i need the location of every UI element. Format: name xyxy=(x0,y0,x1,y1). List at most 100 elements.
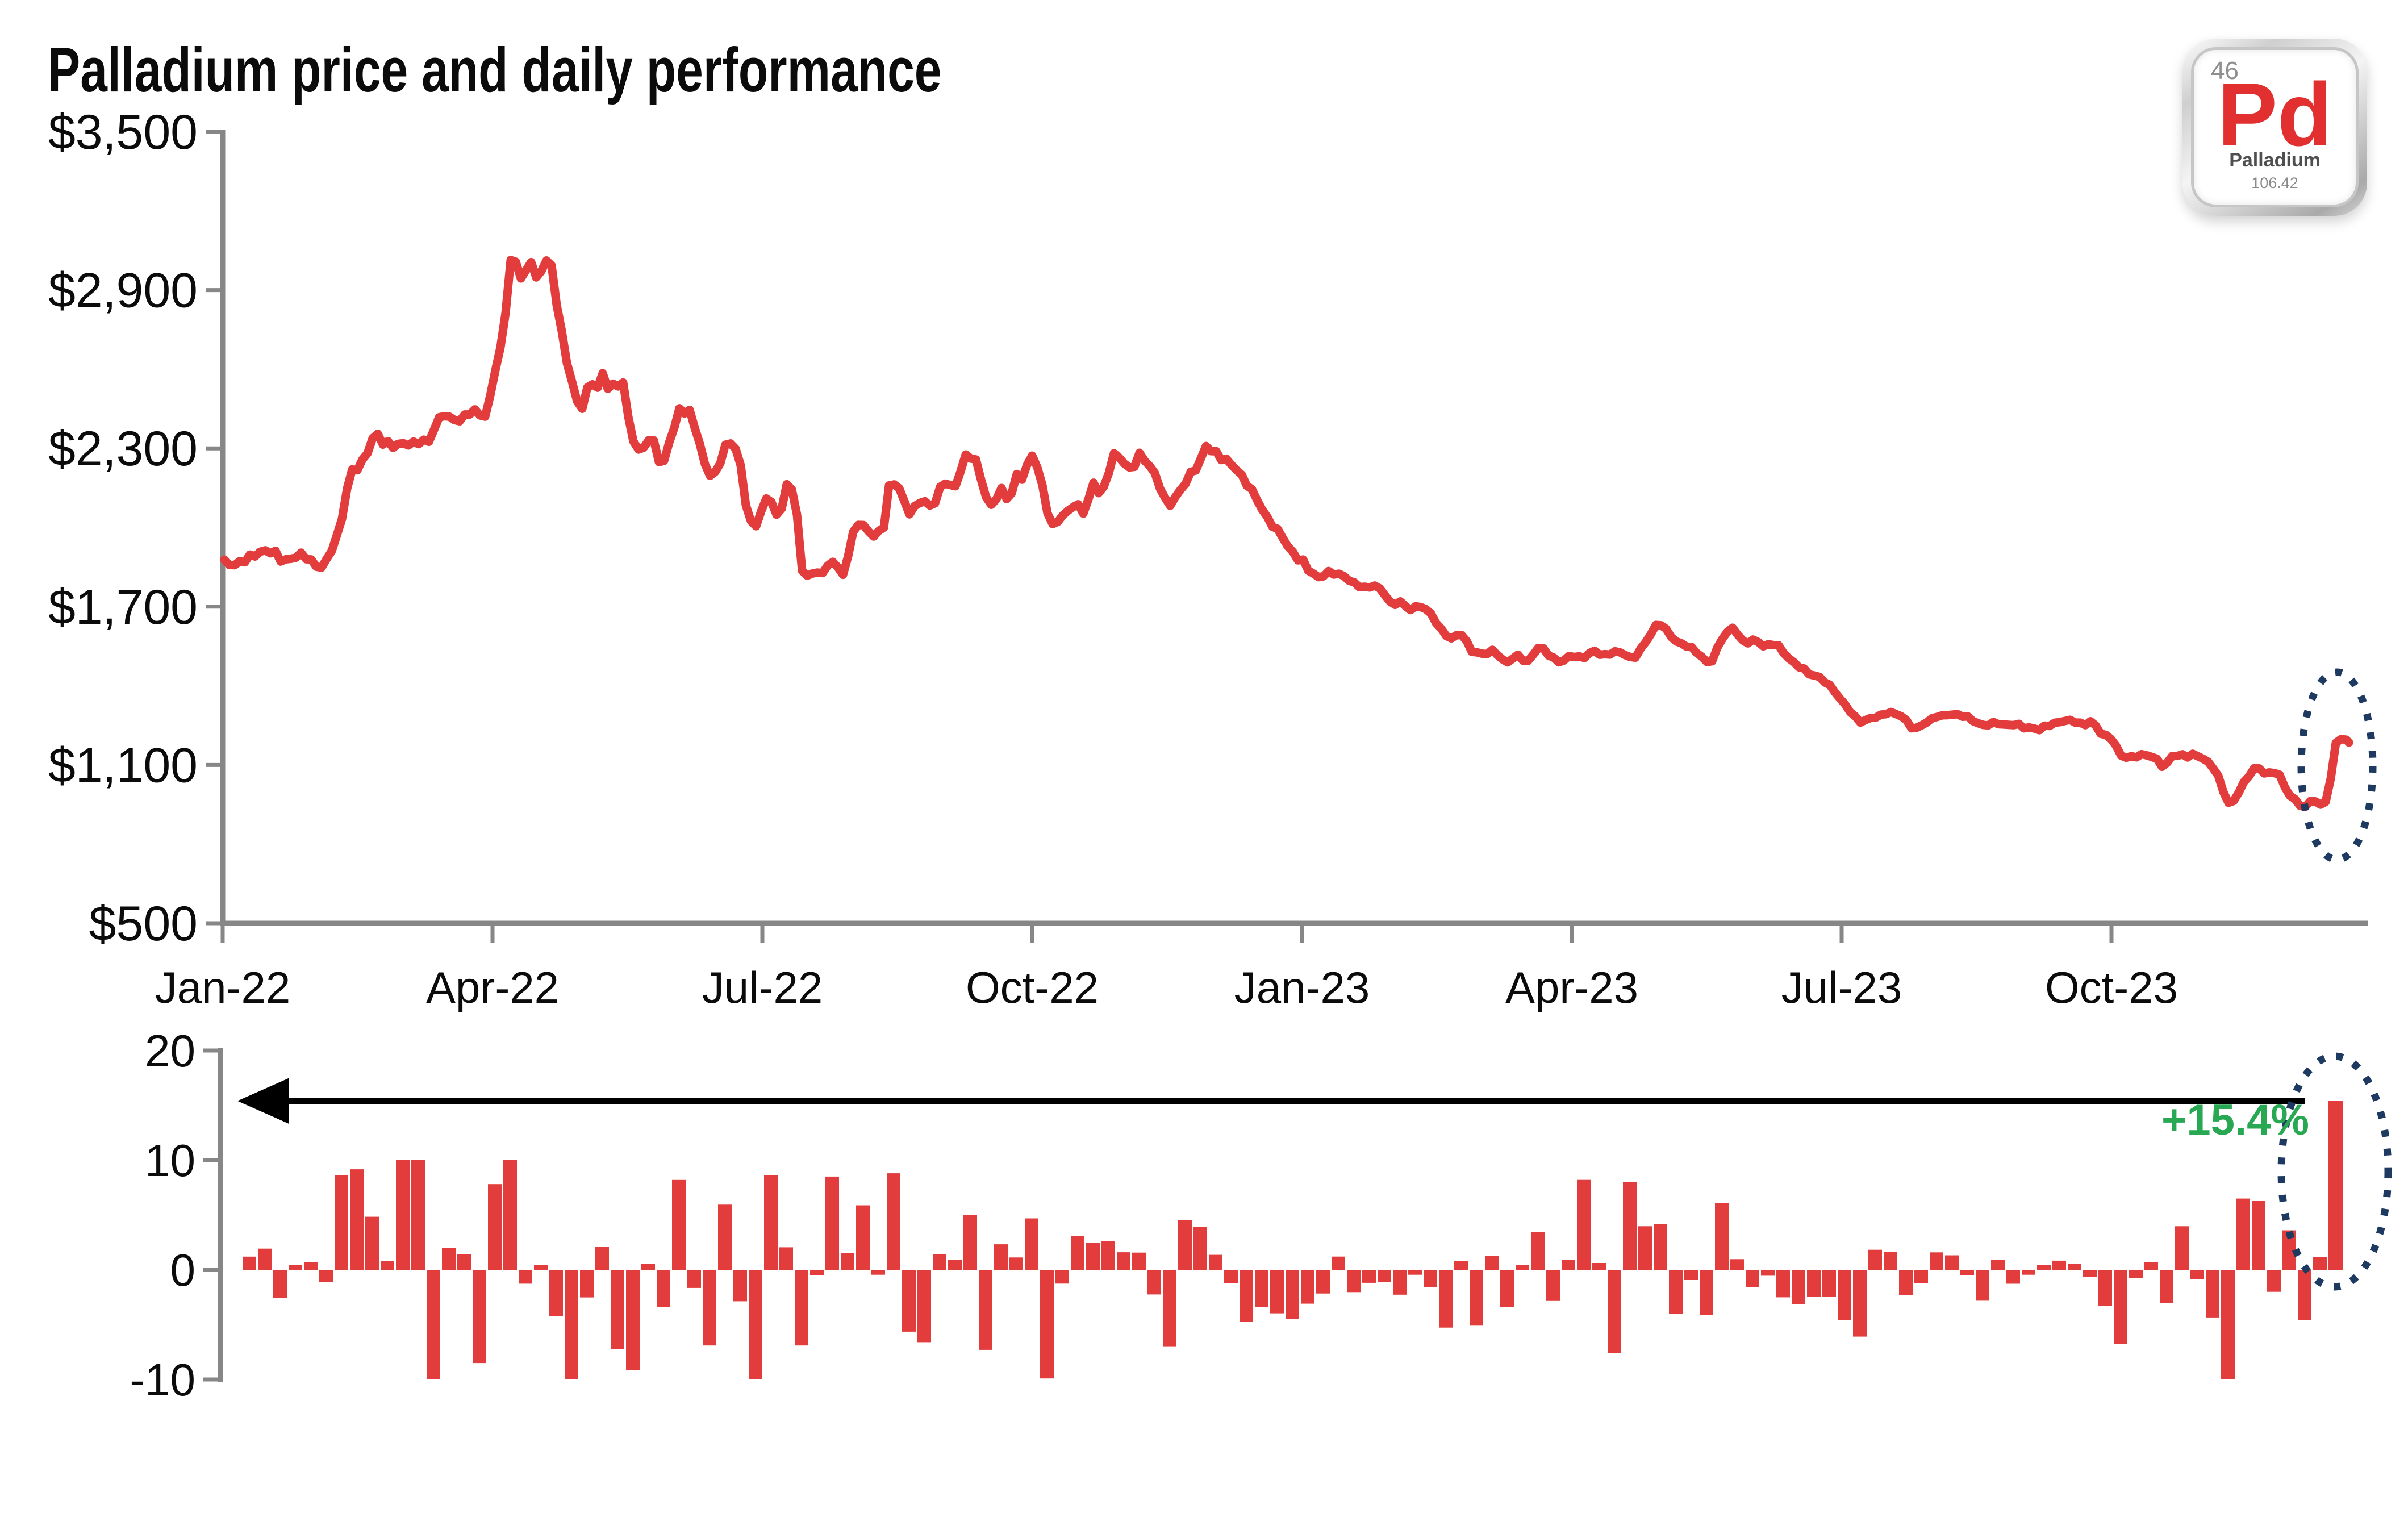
performance-bar xyxy=(917,1270,931,1343)
performance-bar xyxy=(1101,1241,1115,1270)
performance-bar xyxy=(1117,1252,1130,1270)
performance-bar xyxy=(1485,1256,1499,1270)
performance-bar xyxy=(795,1270,808,1346)
performance-bar xyxy=(258,1248,272,1270)
page-title: Palladium price and daily performance xyxy=(48,35,942,105)
performance-bar xyxy=(1623,1182,1637,1270)
price-y-tick-label: $1,700 xyxy=(48,580,198,635)
performance-bar xyxy=(933,1254,946,1270)
performance-bar xyxy=(1546,1270,1560,1301)
performance-bar xyxy=(733,1270,747,1302)
performance-bar xyxy=(1240,1270,1253,1322)
performance-bar xyxy=(595,1247,609,1270)
performance-bar xyxy=(1792,1270,1805,1304)
performance-bar xyxy=(2006,1270,2020,1284)
atomic-number: 46 xyxy=(2211,57,2239,85)
performance-bar xyxy=(887,1173,900,1270)
performance-bar xyxy=(749,1270,762,1379)
performance-bar xyxy=(994,1244,1008,1270)
performance-bar xyxy=(687,1270,701,1288)
performance-bar xyxy=(1761,1270,1775,1276)
performance-bar xyxy=(979,1270,992,1350)
performance-bar xyxy=(1715,1203,1729,1270)
performance-bar xyxy=(2221,1270,2235,1379)
performance-bar xyxy=(1439,1270,1453,1328)
performance-bar xyxy=(1362,1270,1376,1283)
performance-bar xyxy=(1516,1265,1529,1270)
price-y-tick-label: $2,300 xyxy=(48,422,198,476)
performance-bar xyxy=(396,1160,410,1270)
performance-bar xyxy=(1654,1224,1667,1270)
performance-bar xyxy=(1807,1270,1821,1297)
performance-bar xyxy=(2129,1270,2143,1278)
performance-bar xyxy=(1301,1270,1314,1304)
performance-bar xyxy=(381,1261,394,1270)
performance-bar xyxy=(1684,1270,1698,1280)
performance-bar xyxy=(534,1265,548,1270)
performance-bar xyxy=(779,1247,793,1270)
performance-bar xyxy=(2052,1260,2066,1270)
price-x-tick-label: Jan-23 xyxy=(1234,962,1370,1012)
performance-bar xyxy=(1408,1270,1422,1275)
performance-bar xyxy=(1991,1260,2005,1270)
performance-bar xyxy=(411,1160,425,1270)
performance-bar xyxy=(1255,1270,1268,1307)
performance-bar xyxy=(1470,1270,1483,1326)
performance-bar xyxy=(1178,1220,1192,1270)
performance-bar xyxy=(1776,1270,1790,1298)
performance-bar xyxy=(1945,1255,1959,1270)
performance-bar xyxy=(856,1205,870,1270)
performance-bar xyxy=(2236,1198,2250,1270)
performance-bar xyxy=(1071,1236,1084,1270)
performance-bar xyxy=(1132,1252,1146,1270)
element-symbol: Pd xyxy=(2217,65,2332,165)
performance-bar xyxy=(365,1216,379,1270)
performance-bar xyxy=(2206,1270,2219,1318)
price-x-tick-label: Apr-23 xyxy=(1505,962,1638,1012)
performance-bar xyxy=(1147,1270,1161,1295)
perf-y-tick-label: 0 xyxy=(170,1245,196,1295)
performance-bar xyxy=(1976,1270,1989,1301)
performance-bar xyxy=(1500,1270,1514,1307)
price-x-tick-label: Apr-22 xyxy=(426,962,559,1012)
performance-bar xyxy=(1700,1270,1713,1315)
price-y-tick-label: $3,500 xyxy=(48,105,198,160)
performance-bar xyxy=(488,1184,502,1270)
performance-bar xyxy=(1378,1270,1391,1282)
performance-bar xyxy=(1347,1270,1361,1293)
perf-y-tick-label: 20 xyxy=(145,1026,195,1076)
performance-bar xyxy=(1393,1270,1407,1295)
performance-bar xyxy=(626,1270,640,1370)
performance-gain-label: +15.4% xyxy=(2161,1096,2309,1144)
performance-bar xyxy=(718,1204,732,1270)
performance-bar xyxy=(2037,1265,2051,1270)
performance-bar xyxy=(1562,1260,1575,1270)
performance-bar xyxy=(871,1270,885,1275)
performance-bar xyxy=(442,1248,456,1270)
performance-bar xyxy=(289,1265,302,1270)
element-tile: 46 Pd Palladium 106.42 xyxy=(2191,47,2359,207)
performance-bar xyxy=(1914,1270,1928,1283)
performance-bar xyxy=(1209,1254,1222,1270)
performance-bar xyxy=(565,1270,578,1379)
performance-bars xyxy=(243,1101,2343,1379)
performance-bar xyxy=(825,1176,839,1270)
performance-bar xyxy=(810,1270,824,1275)
performance-bar xyxy=(672,1179,686,1270)
performance-bar xyxy=(273,1270,287,1298)
performance-bar xyxy=(1868,1249,1882,1270)
price-x-tick-label: Jan-22 xyxy=(155,962,291,1012)
performance-bar xyxy=(2190,1270,2204,1279)
performance-bar xyxy=(1592,1263,1606,1270)
performance-bar xyxy=(1884,1252,1897,1270)
price-x-tick-label: Jul-23 xyxy=(1781,962,1902,1012)
performance-bar xyxy=(1638,1226,1652,1270)
performance-bar xyxy=(2114,1270,2127,1344)
performance-bar xyxy=(580,1270,594,1298)
performance-bar xyxy=(1332,1256,1345,1270)
performance-bar xyxy=(1730,1259,1744,1270)
performance-bar xyxy=(1424,1270,1437,1287)
performance-bar xyxy=(1838,1270,1851,1320)
performance-bar xyxy=(2160,1270,2173,1303)
